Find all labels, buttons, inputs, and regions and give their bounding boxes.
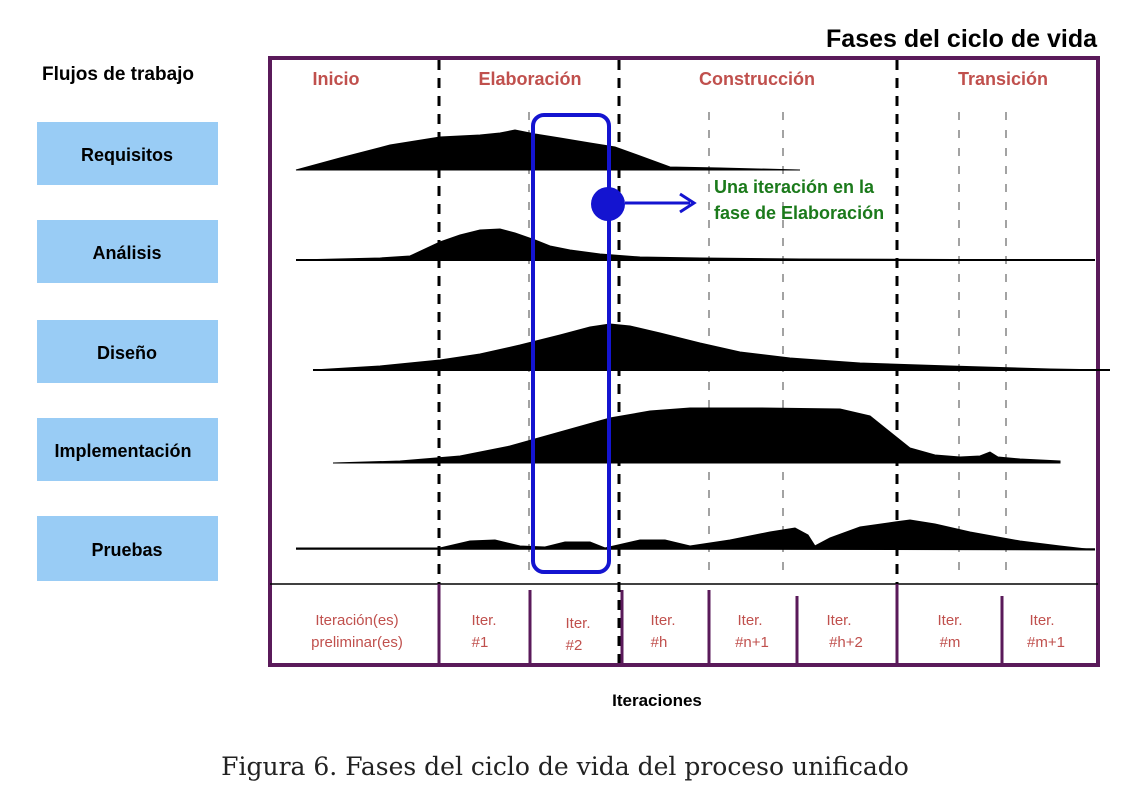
iteration-7-line2: #m+1	[1027, 634, 1065, 651]
figure-caption: Figura 6. Fases del ciclo de vida del pr…	[221, 752, 909, 781]
iteration-0-line2: preliminar(es)	[311, 634, 403, 651]
iteration-5-line2: #h+2	[829, 634, 863, 651]
workflow-box-analisis	[37, 220, 218, 283]
workflows-title: Flujos de trabajo	[42, 64, 194, 85]
iteration-4-line2: #n+1	[735, 634, 769, 651]
iteration-3-line2: #h	[651, 634, 668, 651]
phase-label-elaboracion: Elaboración	[478, 69, 581, 89]
curve-diseno	[312, 323, 1111, 371]
iteration-2-line1: Iter.	[565, 615, 590, 632]
curve-analisis	[295, 228, 1096, 261]
workflow-box-diseno	[37, 320, 218, 383]
workflow-label-analisis: Análisis	[92, 243, 161, 263]
lifecycle-title: Fases del ciclo de vida	[826, 25, 1098, 53]
lifecycle-frame	[268, 56, 1100, 667]
iteration-1-line1: Iter.	[471, 612, 496, 629]
annotation-text-line2: fase de Elaboración	[714, 203, 884, 223]
workflow-label-implementacion: Implementación	[54, 441, 191, 461]
workflow-box-pruebas	[37, 516, 218, 581]
iteration-0-line1: Iteración(es)	[315, 612, 398, 629]
phase-label-transicion: Transición	[958, 69, 1048, 89]
iteration-7-line1: Iter.	[1029, 612, 1054, 629]
curve-pruebas	[295, 519, 1096, 551]
workflow-label-requisitos: Requisitos	[81, 145, 173, 165]
iterations-axis-label: Iteraciones	[612, 691, 702, 710]
iteration-marker-dot	[591, 187, 625, 221]
iteration-4-line1: Iter.	[737, 612, 762, 629]
annotation-arrow-head	[679, 192, 697, 214]
iteration-2-line2: #2	[566, 637, 583, 654]
workflow-box-requisitos	[37, 122, 218, 185]
highlighted-iteration	[531, 113, 611, 574]
iteration-3-line1: Iter.	[650, 612, 675, 629]
phase-label-construccion: Construcción	[699, 69, 815, 89]
workflow-label-pruebas: Pruebas	[91, 540, 162, 560]
iteration-labels: Iteración(es) preliminar(es) Iter. #1 It…	[311, 612, 1065, 654]
curve-implementacion	[332, 407, 1061, 464]
iteration-5-line1: Iter.	[826, 612, 851, 629]
workload-curves	[295, 129, 1111, 551]
curve-requisitos	[295, 129, 801, 171]
iteration-1-line2: #1	[472, 634, 489, 651]
iteration-6-line1: Iter.	[937, 612, 962, 629]
workflow-label-diseno: Diseño	[97, 343, 157, 363]
annotation-text-line1: Una iteración en la	[714, 177, 875, 197]
phase-label-inicio: Inicio	[312, 69, 359, 89]
iteration-6-line2: #m	[940, 634, 961, 651]
workflow-box-implementacion	[37, 418, 218, 481]
iteration-cell-dividers	[437, 584, 1004, 663]
workflow-list: Requisitos Análisis Diseño Implementació…	[37, 122, 218, 581]
